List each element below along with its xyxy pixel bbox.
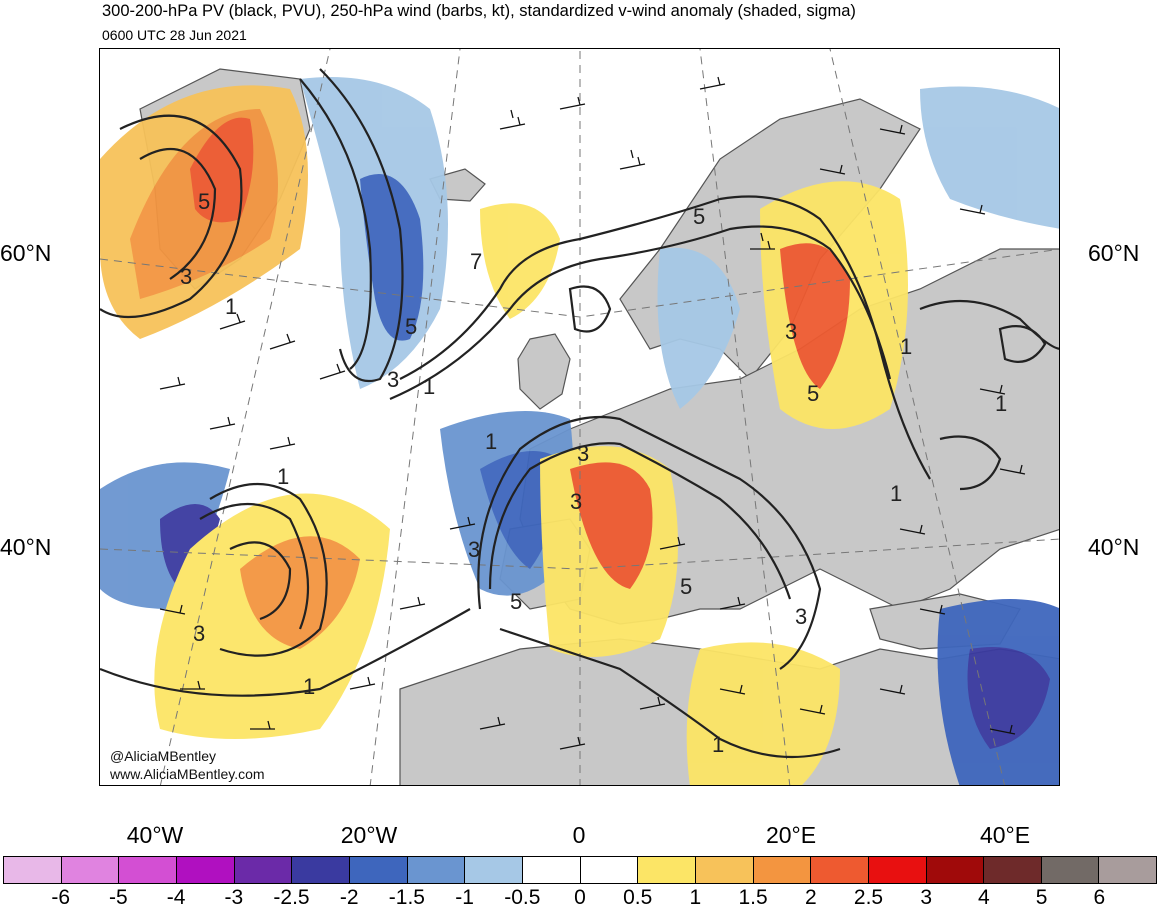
anomaly-negative-west-atlantic-core — [160, 504, 220, 589]
anomaly-positive-greenland-peak — [190, 117, 254, 223]
lat-label-right-60n: 60°N — [1088, 240, 1140, 266]
colorbar-swatch — [119, 857, 177, 883]
lat-label-left-60n: 60°N — [0, 240, 52, 266]
contour-label: 5 — [680, 574, 692, 599]
anomaly-positive-north-africa — [686, 642, 840, 785]
colorbar-swatch — [1099, 857, 1157, 883]
colorbar-swatch — [695, 857, 754, 883]
credit-website: www.AliciaMBentley.com — [110, 766, 265, 782]
colorbar-tick-label: -5 — [109, 886, 128, 909]
map-canvas: 5 3 1 5 3 1 7 5 3 1 5 1 1 3 1 3 3 5 1 1 … — [100, 49, 1059, 785]
colorbar-swatch — [926, 857, 985, 883]
colorbar-tick-label: 6 — [1093, 886, 1106, 909]
contour-label: 5 — [807, 381, 819, 406]
lon-label-0: 0 — [572, 822, 586, 848]
map-valid-time: 0600 UTC 28 Jun 2021 — [102, 27, 247, 43]
lon-label-40w: 40°W — [126, 822, 184, 848]
colorbar-tick-label: 1.5 — [738, 886, 768, 909]
contour-label: 1 — [890, 481, 902, 506]
pv-contour-layer — [100, 68, 1059, 759]
colorbar-swatch — [4, 857, 62, 883]
colorbar-tick-label: 2 — [804, 886, 817, 909]
colorbar — [3, 856, 1157, 884]
colorbar-swatch — [984, 857, 1042, 883]
colorbar-swatch — [753, 857, 812, 883]
colorbar-tick-label: -2.5 — [273, 886, 310, 909]
colorbar-swatch — [465, 857, 523, 883]
colorbar-tick-label: 0 — [574, 886, 586, 909]
colorbar-swatch — [522, 857, 581, 883]
colorbar-swatch — [234, 857, 293, 883]
colorbar-tick-label: 5 — [1035, 886, 1048, 909]
map-panel: 5 3 1 5 3 1 7 5 3 1 5 1 1 3 1 3 3 5 1 1 … — [99, 48, 1060, 786]
credit-handle: @AliciaMBentley — [110, 748, 217, 764]
lon-label-40e: 40°E — [979, 822, 1031, 848]
contour-label: 3 — [387, 367, 399, 392]
anomaly-negative-baltic — [657, 247, 740, 409]
contour-label: 1 — [900, 334, 912, 359]
colorbar-tick-label: -1 — [455, 886, 474, 909]
contour-label: 1 — [225, 294, 237, 319]
contour-label: 3 — [193, 621, 205, 646]
contour-label: 3 — [468, 537, 480, 562]
colorbar-tick-label: 1 — [689, 886, 702, 909]
colorbar-tick-label: -2 — [339, 886, 359, 909]
contour-label: 3 — [795, 604, 807, 629]
contour-label: 5 — [198, 189, 210, 214]
colorbar-swatch — [580, 857, 639, 883]
wind-barb-layer — [159, 76, 1026, 750]
anomaly-positive-mid-atlantic-core — [240, 536, 360, 649]
colorbar-swatch — [292, 857, 350, 883]
colorbar-swatch — [176, 857, 235, 883]
anomaly-positive-france-core — [570, 462, 653, 589]
colorbar-swatch — [1041, 857, 1100, 883]
contour-label: 3 — [570, 489, 582, 514]
colorbar-tick-label: 4 — [978, 886, 990, 909]
colorbar-tick-label: -4 — [166, 886, 186, 909]
lon-label-20w: 20°W — [340, 822, 398, 848]
lon-label-20e: 20°E — [765, 822, 817, 848]
contour-label: 1 — [712, 732, 724, 757]
contour-label: 1 — [277, 464, 289, 489]
colorbar-tick-label: -3 — [224, 886, 244, 909]
colorbar-swatch — [638, 857, 696, 883]
contour-label: 3 — [785, 319, 797, 344]
contour-label: 5 — [693, 204, 705, 229]
contour-label-layer: 5 3 1 5 3 1 7 5 3 1 5 1 1 3 1 3 3 5 1 1 … — [180, 189, 1007, 757]
colorbar-swatch — [811, 857, 869, 883]
british-isles-land — [517, 333, 571, 410]
colorbar-tick-label: -6 — [51, 886, 71, 909]
contour-label: 1 — [995, 391, 1007, 416]
contour-label: 3 — [180, 264, 192, 289]
colorbar-swatch — [868, 857, 927, 883]
colorbar-tick-label: 3 — [920, 886, 933, 909]
lat-label-left-40n: 40°N — [0, 534, 52, 560]
contour-label: 1 — [485, 429, 497, 454]
colorbar-tick-label: -1.5 — [388, 886, 425, 909]
anomaly-shading-layer — [100, 77, 1059, 785]
anomaly-negative-east — [920, 86, 1059, 229]
contour-label: 1 — [303, 674, 315, 699]
colorbar-tick-label: -0.5 — [504, 886, 541, 909]
anomaly-positive-russia-core — [780, 243, 850, 389]
colorbar-swatch — [349, 857, 408, 883]
colorbar-swatch — [407, 857, 466, 883]
lat-label-right-40n: 40°N — [1088, 534, 1140, 560]
colorbar-tick-label: 0.5 — [623, 886, 653, 909]
contour-label: 5 — [405, 314, 417, 339]
contour-label: 3 — [577, 441, 589, 466]
colorbar-tick-label: 2.5 — [853, 886, 884, 909]
contour-label: 5 — [510, 589, 522, 614]
contour-label: 1 — [423, 374, 435, 399]
contour-label: 7 — [470, 249, 482, 274]
anomaly-negative-atlantic-north-core — [360, 174, 424, 341]
colorbar-swatch — [61, 857, 120, 883]
map-title: 300-200-hPa PV (black, PVU), 250-hPa win… — [102, 2, 856, 20]
anomaly-negative-middle-east-core — [967, 647, 1050, 749]
